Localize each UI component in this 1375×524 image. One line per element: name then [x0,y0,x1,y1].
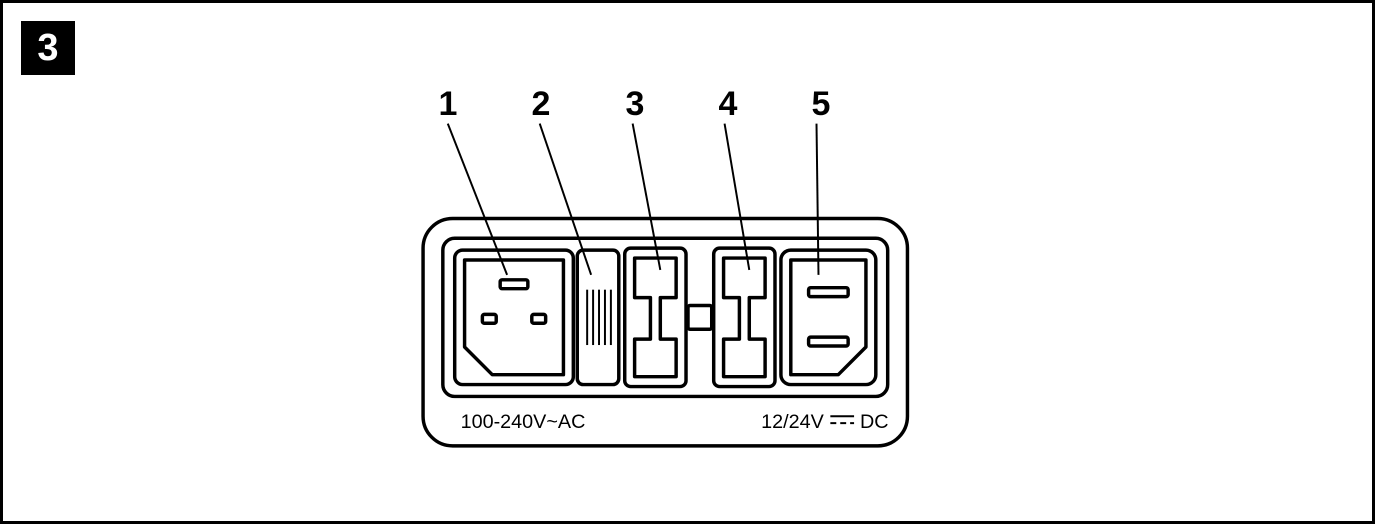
fuse-clip-left [625,248,686,386]
fuse-clip-right [714,248,775,386]
callout-number: 2 [532,85,551,124]
diagram-svg: 100-240V~AC 12/24V DC [3,3,1372,521]
callout-number: 5 [812,85,831,124]
ac-inlet [455,250,574,384]
ac-label: 100-240V~AC [461,411,586,433]
dc-inlet [781,250,876,384]
dc-label-suffix: DC [860,411,889,433]
switch-block [577,250,619,384]
dc-label-prefix: 12/24V [761,411,824,433]
callout-number: 1 [439,85,458,124]
clip-notch [688,305,712,329]
callout-number: 4 [719,85,738,124]
figure-frame: 3 [0,0,1375,524]
callout-number: 3 [626,85,645,124]
